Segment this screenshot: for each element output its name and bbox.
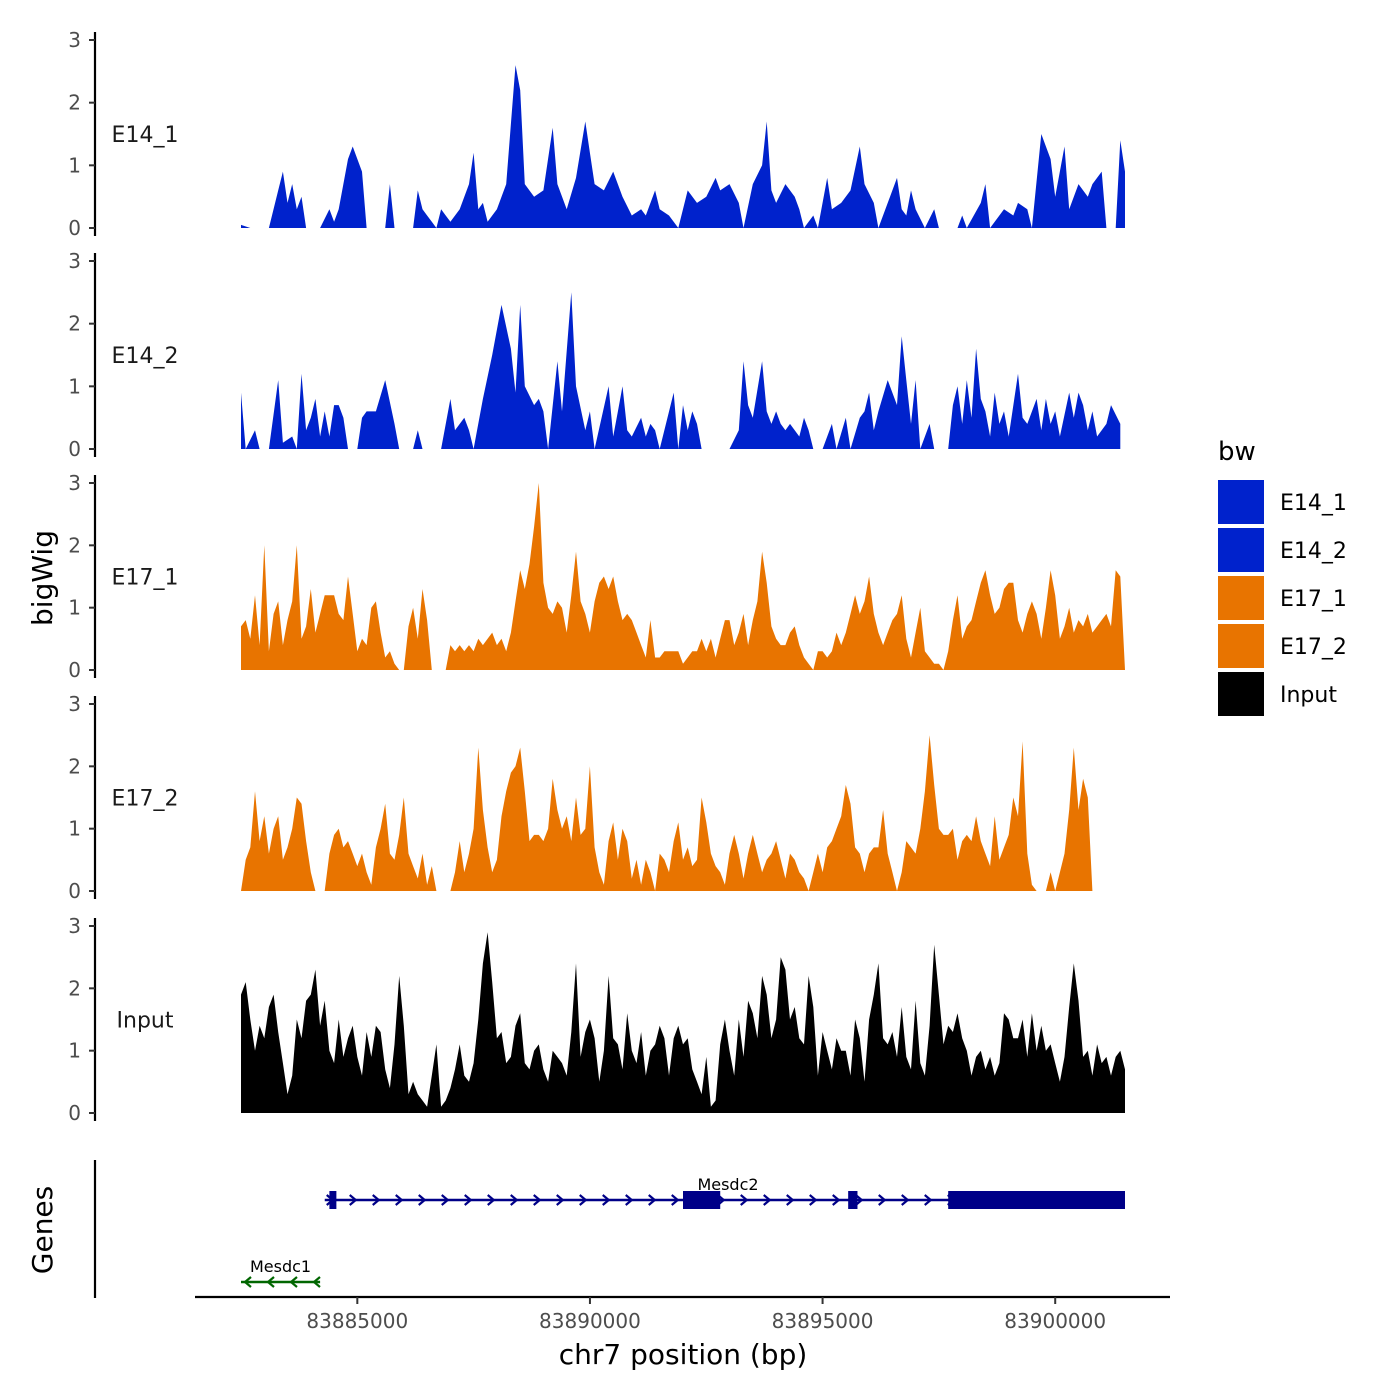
x-tick-label: 83885000 xyxy=(306,1309,408,1333)
gene-Mesdc2: Mesdc2 xyxy=(324,1175,1125,1209)
legend-label: E17_2 xyxy=(1280,635,1347,660)
y-tick-label: 0 xyxy=(68,437,81,461)
y-tick-label: 1 xyxy=(68,153,81,177)
strand-arrow xyxy=(266,1276,275,1288)
y-tick-label: 1 xyxy=(68,374,81,398)
track-E14_2: 0 1 2 3 E14_2 xyxy=(68,249,1121,461)
strand-arrow xyxy=(372,1194,381,1206)
y-tick-label: 1 xyxy=(68,1039,81,1063)
signal-area-E17_2 xyxy=(241,735,1093,891)
legend-swatch xyxy=(1218,576,1264,620)
genes-panel: Mesdc2 Mesdc1 xyxy=(93,1160,1125,1298)
legend-swatch xyxy=(1218,672,1264,716)
strand-arrow xyxy=(648,1194,657,1206)
strand-arrow xyxy=(924,1194,933,1206)
strand-arrow xyxy=(579,1194,588,1206)
genes-axis-title: Genes xyxy=(26,1186,59,1274)
y-tick-label: 2 xyxy=(68,976,81,1000)
strand-arrow xyxy=(243,1276,252,1288)
strand-arrow xyxy=(832,1194,841,1206)
y-tick-label: 3 xyxy=(68,914,81,938)
signal-area-Input xyxy=(241,932,1125,1113)
y-tick-label: 2 xyxy=(68,754,81,778)
y-tick-label: 0 xyxy=(68,879,81,903)
strand-arrow xyxy=(312,1276,321,1288)
y-tick-label: 2 xyxy=(68,91,81,115)
signal-area-E14_1 xyxy=(241,65,1125,228)
y-tick-label: 0 xyxy=(68,216,81,240)
y-tick-label: 3 xyxy=(68,471,81,495)
x-axis-title: chr7 position (bp) xyxy=(559,1338,808,1371)
strand-arrow xyxy=(671,1194,680,1206)
legend-swatch xyxy=(1218,528,1264,572)
x-axis: 83885000 83890000 83895000 83900000 xyxy=(195,1295,1170,1333)
strand-arrow xyxy=(740,1194,749,1206)
legend-label: Input xyxy=(1280,683,1337,708)
strand-arrow xyxy=(602,1194,611,1206)
strand-arrow xyxy=(625,1194,634,1206)
y-tick-label: 3 xyxy=(68,692,81,716)
legend: bw E14_1 E14_2 E17_1 E17_2 Input xyxy=(1218,437,1347,716)
y-tick-label: 3 xyxy=(68,249,81,273)
legend-swatch xyxy=(1218,480,1264,524)
y-tick-label: 0 xyxy=(68,1101,81,1125)
legend-label: E17_1 xyxy=(1280,587,1347,612)
track-label: E17_2 xyxy=(112,787,179,812)
strand-arrow xyxy=(418,1194,427,1206)
exon-block xyxy=(848,1191,858,1209)
legend-label: E14_1 xyxy=(1280,491,1347,516)
y-tick-label: 1 xyxy=(68,596,81,620)
strand-arrow xyxy=(289,1276,298,1288)
strand-arrow xyxy=(763,1194,772,1206)
track-Input: 0 1 2 3 Input xyxy=(68,914,1125,1125)
strand-arrow xyxy=(441,1194,450,1206)
strand-arrow xyxy=(487,1194,496,1206)
gene-label: Mesdc2 xyxy=(697,1175,758,1194)
track-E14_1: 0 1 2 3 E14_1 xyxy=(68,28,1125,240)
strand-arrow xyxy=(533,1194,542,1206)
x-tick-label: 83900000 xyxy=(1004,1309,1106,1333)
signal-area-E17_1 xyxy=(241,483,1125,670)
signal-tracks: 0 1 2 3 E14_1 0 1 2 3 E14_2 0 1 2 3 E17_1 0 1 2 3 E17_2 0 1 2 3… xyxy=(68,28,1125,1125)
y-tick-label: 2 xyxy=(68,312,81,336)
legend-title: bw xyxy=(1218,437,1256,467)
track-E17_1: 0 1 2 3 E17_1 xyxy=(68,471,1125,682)
legend-label: E14_2 xyxy=(1280,539,1347,564)
gene-label: Mesdc1 xyxy=(250,1257,311,1276)
x-tick-label: 83895000 xyxy=(772,1309,874,1333)
strand-arrow xyxy=(349,1194,358,1206)
strand-arrow xyxy=(464,1194,473,1206)
track-label: Input xyxy=(117,1009,174,1034)
signal-area-E14_2 xyxy=(241,292,1121,449)
track-label: E14_1 xyxy=(112,123,179,148)
legend-swatch xyxy=(1218,624,1264,668)
x-tick-label: 83890000 xyxy=(539,1309,641,1333)
y-tick-label: 1 xyxy=(68,817,81,841)
strand-arrow xyxy=(878,1194,887,1206)
strand-arrow xyxy=(556,1194,565,1206)
gene-Mesdc1: Mesdc1 xyxy=(241,1257,321,1288)
exon-block xyxy=(683,1191,721,1209)
y-tick-label: 3 xyxy=(68,28,81,52)
exon-block xyxy=(948,1191,1125,1209)
y-axis-title: bigWig xyxy=(26,530,59,626)
strand-arrow xyxy=(786,1194,795,1206)
y-tick-label: 0 xyxy=(68,658,81,682)
strand-arrow xyxy=(510,1194,519,1206)
exon-block xyxy=(329,1191,337,1209)
track-label: E17_1 xyxy=(112,566,179,591)
strand-arrow xyxy=(809,1194,818,1206)
strand-arrow xyxy=(901,1194,910,1206)
track-E17_2: 0 1 2 3 E17_2 xyxy=(68,692,1093,903)
strand-arrow xyxy=(855,1194,864,1206)
track-label: E14_2 xyxy=(112,344,179,369)
y-tick-label: 2 xyxy=(68,533,81,557)
strand-arrow xyxy=(395,1194,404,1206)
